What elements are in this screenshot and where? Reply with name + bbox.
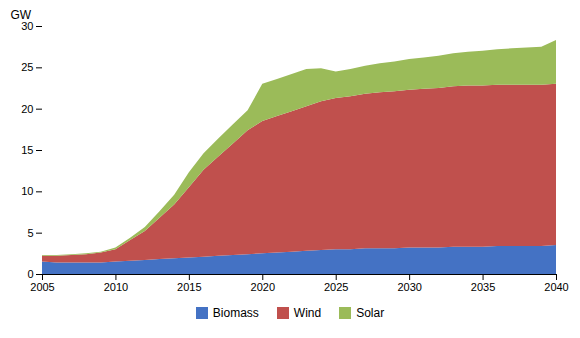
svg-text:2020: 2020 xyxy=(251,281,275,293)
svg-text:25: 25 xyxy=(21,61,33,73)
svg-text:15: 15 xyxy=(21,144,33,156)
svg-text:30: 30 xyxy=(21,20,34,32)
svg-text:5: 5 xyxy=(27,227,33,239)
html-text:Solar: Solar xyxy=(356,306,385,320)
html-text:Wind: Wind xyxy=(293,306,322,320)
svg-text:2010: 2010 xyxy=(104,281,128,293)
svg-text:2005: 2005 xyxy=(30,281,54,293)
svg-text:0: 0 xyxy=(27,268,33,280)
svg-text:2025: 2025 xyxy=(324,281,348,293)
svg-text:GW: GW xyxy=(11,8,32,22)
svg-text:2035: 2035 xyxy=(471,281,495,293)
svg-text:10: 10 xyxy=(21,185,33,197)
svg-text:20: 20 xyxy=(21,103,33,115)
svg-text:2040: 2040 xyxy=(544,281,568,293)
svg-text:2015: 2015 xyxy=(177,281,201,293)
svg-text:2030: 2030 xyxy=(397,281,421,293)
html-text:Biomass: Biomass xyxy=(212,306,259,320)
